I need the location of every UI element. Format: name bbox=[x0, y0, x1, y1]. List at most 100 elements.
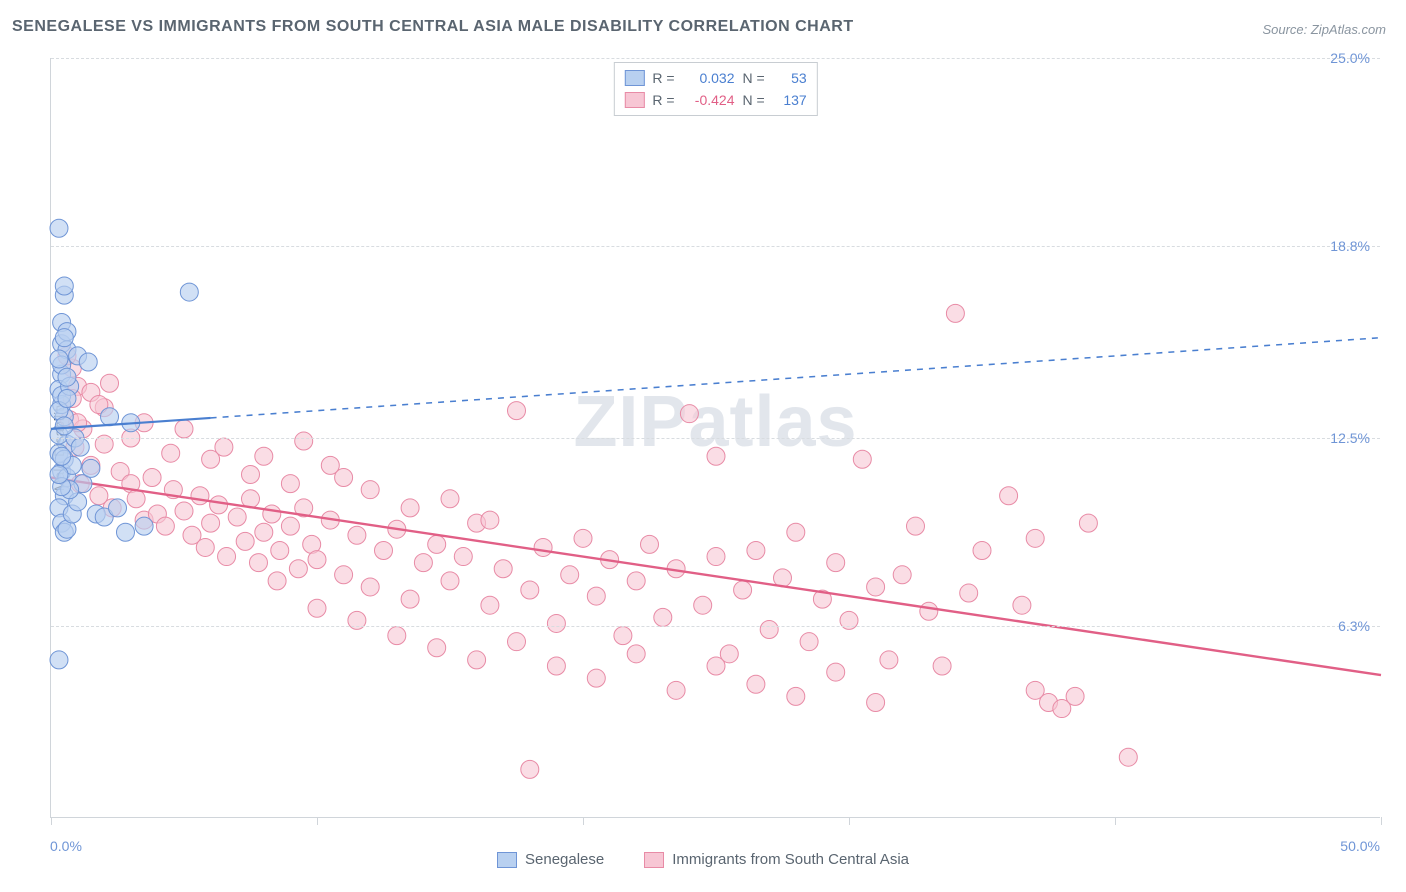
scatter-point bbox=[867, 693, 885, 711]
scatter-point bbox=[53, 447, 71, 465]
scatter-point bbox=[236, 532, 254, 550]
scatter-point bbox=[734, 581, 752, 599]
scatter-point bbox=[109, 499, 127, 517]
scatter-point bbox=[933, 657, 951, 675]
scatter-point bbox=[787, 687, 805, 705]
scatter-point bbox=[361, 481, 379, 499]
scatter-point bbox=[468, 651, 486, 669]
scatter-point bbox=[481, 596, 499, 614]
scatter-point bbox=[180, 283, 198, 301]
gridline bbox=[51, 626, 1380, 627]
scatter-point bbox=[82, 459, 100, 477]
gridline bbox=[51, 58, 1380, 59]
x-axis-max-label: 50.0% bbox=[1340, 838, 1380, 854]
scatter-point bbox=[521, 760, 539, 778]
scatter-point bbox=[800, 633, 818, 651]
bottom-legend: Senegalese Immigrants from South Central… bbox=[497, 851, 909, 868]
scatter-point bbox=[680, 405, 698, 423]
gridline bbox=[51, 438, 1380, 439]
scatter-point bbox=[627, 645, 645, 663]
scatter-point bbox=[707, 548, 725, 566]
scatter-point bbox=[853, 450, 871, 468]
scatter-point bbox=[295, 432, 313, 450]
scatter-point bbox=[50, 350, 68, 368]
regression-line-dashed bbox=[211, 338, 1381, 418]
scatter-point bbox=[920, 602, 938, 620]
scatter-point bbox=[196, 538, 214, 556]
scatter-point bbox=[268, 572, 286, 590]
scatter-point bbox=[335, 469, 353, 487]
source-attribution: Source: ZipAtlas.com bbox=[1262, 22, 1386, 37]
scatter-point bbox=[1000, 487, 1018, 505]
scatter-point bbox=[1119, 748, 1137, 766]
scatter-point bbox=[880, 651, 898, 669]
scatter-point bbox=[255, 447, 273, 465]
scatter-point bbox=[281, 517, 299, 535]
scatter-point bbox=[481, 511, 499, 529]
swatch-icon bbox=[497, 852, 517, 868]
y-tick-label: 25.0% bbox=[1330, 50, 1370, 66]
scatter-point bbox=[263, 505, 281, 523]
scatter-point bbox=[249, 554, 267, 572]
scatter-point bbox=[55, 277, 73, 295]
x-tick bbox=[51, 817, 52, 825]
scatter-point bbox=[79, 353, 97, 371]
scatter-point bbox=[547, 614, 565, 632]
scatter-point bbox=[101, 374, 119, 392]
scatter-point bbox=[747, 675, 765, 693]
scatter-point bbox=[162, 444, 180, 462]
x-tick bbox=[317, 817, 318, 825]
legend-label: Immigrants from South Central Asia bbox=[672, 851, 909, 868]
scatter-point bbox=[215, 438, 233, 456]
scatter-point bbox=[827, 663, 845, 681]
scatter-point bbox=[348, 526, 366, 544]
scatter-point bbox=[401, 590, 419, 608]
scatter-point bbox=[454, 548, 472, 566]
scatter-point bbox=[116, 523, 134, 541]
scatter-point bbox=[1066, 687, 1084, 705]
scatter-point bbox=[561, 566, 579, 584]
chart-title: SENEGALESE VS IMMIGRANTS FROM SOUTH CENT… bbox=[12, 18, 854, 36]
scatter-point bbox=[143, 469, 161, 487]
scatter-point bbox=[707, 447, 725, 465]
scatter-point bbox=[428, 535, 446, 553]
plot-area: ZIPatlas R = 0.032 N = 53 R = -0.424 N =… bbox=[50, 58, 1380, 818]
scatter-point bbox=[787, 523, 805, 541]
scatter-point bbox=[202, 514, 220, 532]
regression-line bbox=[51, 478, 1381, 676]
scatter-point bbox=[210, 496, 228, 514]
legend-item: Immigrants from South Central Asia bbox=[644, 851, 909, 868]
swatch-icon bbox=[644, 852, 664, 868]
scatter-point bbox=[867, 578, 885, 596]
scatter-point bbox=[587, 587, 605, 605]
scatter-point bbox=[101, 408, 119, 426]
x-tick bbox=[583, 817, 584, 825]
x-tick bbox=[849, 817, 850, 825]
scatter-point bbox=[508, 402, 526, 420]
scatter-point bbox=[375, 541, 393, 559]
scatter-point bbox=[534, 538, 552, 556]
scatter-point bbox=[614, 627, 632, 645]
scatter-point bbox=[55, 329, 73, 347]
scatter-point bbox=[973, 541, 991, 559]
y-tick-label: 12.5% bbox=[1330, 430, 1370, 446]
scatter-point bbox=[547, 657, 565, 675]
scatter-point bbox=[50, 465, 68, 483]
scatter-point bbox=[58, 389, 76, 407]
scatter-point bbox=[255, 523, 273, 541]
scatter-point bbox=[574, 529, 592, 547]
scatter-point bbox=[960, 584, 978, 602]
scatter-point bbox=[521, 581, 539, 599]
y-tick-label: 6.3% bbox=[1338, 618, 1370, 634]
scatter-point bbox=[308, 599, 326, 617]
scatter-point bbox=[388, 627, 406, 645]
scatter-point bbox=[401, 499, 419, 517]
scatter-point bbox=[441, 572, 459, 590]
scatter-point bbox=[50, 219, 68, 237]
x-tick bbox=[1115, 817, 1116, 825]
scatter-point bbox=[747, 541, 765, 559]
scatter-point bbox=[893, 566, 911, 584]
scatter-point bbox=[71, 438, 89, 456]
scatter-point bbox=[494, 560, 512, 578]
scatter-point bbox=[414, 554, 432, 572]
